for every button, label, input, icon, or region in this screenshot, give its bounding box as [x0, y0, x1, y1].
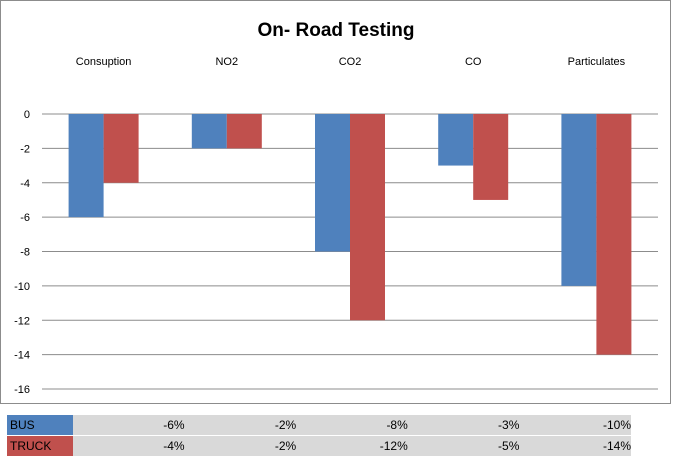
table-cell: -2% — [184, 415, 297, 436]
table-cell: -10% — [519, 415, 631, 436]
series-label-truck: TRUCK — [7, 435, 73, 456]
y-tick-label: -16 — [14, 384, 30, 396]
bar-truck — [103, 114, 139, 183]
table-cell: -8% — [296, 415, 408, 436]
category-label: CO — [465, 56, 482, 68]
y-tick-label: -4 — [20, 178, 30, 190]
bar-truck — [226, 114, 262, 149]
table-cell: -6% — [73, 415, 185, 436]
category-label: Consuption — [76, 56, 132, 68]
bar-truck — [473, 114, 509, 200]
y-tick-label: -10 — [14, 281, 30, 293]
table-cell: -2% — [184, 435, 297, 456]
category-label: CO2 — [339, 56, 362, 68]
y-tick-label: -8 — [20, 247, 30, 259]
bar-chart: On- Road Testing 0 -2 -4 -6 -8 -10 -12 -14 -16 C… — [14, 20, 658, 396]
y-tick-label: -6 — [20, 212, 30, 224]
bar-truck — [596, 114, 632, 355]
bar-bus — [315, 114, 350, 252]
bars — [68, 114, 632, 355]
series-label-bus: BUS — [7, 415, 73, 436]
bar-bus — [68, 114, 104, 218]
data-table: BUS -6% -2% -8% -3% -10% TRUCK -4% -2% -… — [7, 415, 631, 456]
y-axis-ticks: 0 -2 -4 -6 -8 -10 -12 -14 -16 — [14, 109, 30, 396]
table-cell: -12% — [296, 435, 408, 456]
table-row-bus: BUS -6% -2% -8% -3% -10% — [7, 415, 631, 436]
table-cell: -14% — [519, 435, 631, 456]
table-cell: -5% — [407, 435, 520, 456]
bar-bus — [438, 114, 474, 166]
bar-bus — [561, 114, 597, 286]
bar-truck — [350, 114, 385, 321]
category-label: NO2 — [215, 56, 238, 68]
chart-area: On- Road Testing 0 -2 -4 -6 -8 -10 -12 -14 -16 C… — [0, 0, 671, 404]
table-cell: -3% — [407, 415, 520, 436]
bar-bus — [191, 114, 227, 149]
table-row-truck: TRUCK -4% -2% -12% -5% -14% — [7, 435, 631, 456]
chart-title: On- Road Testing — [258, 20, 415, 41]
y-tick-label: -2 — [20, 143, 30, 155]
table-cell: -4% — [73, 435, 185, 456]
y-tick-label: -12 — [14, 315, 30, 327]
category-label: Particulates — [568, 56, 626, 68]
category-labels: Consuption NO2 CO2 CO Particulates — [76, 56, 626, 68]
y-tick-label: -14 — [14, 350, 30, 362]
y-tick-label: 0 — [24, 109, 30, 121]
